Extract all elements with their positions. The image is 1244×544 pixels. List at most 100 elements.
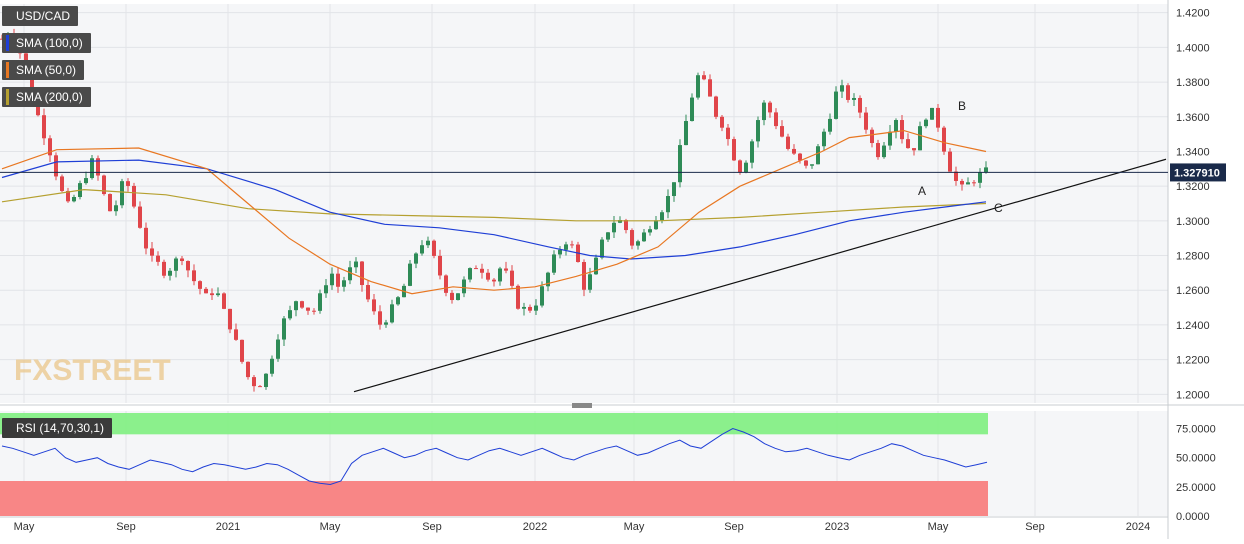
x-tick-label-7: Sep xyxy=(724,521,744,533)
candle-body xyxy=(384,322,388,325)
annotation-B: B xyxy=(958,99,966,113)
x-tick-label-5: 2022 xyxy=(523,521,547,533)
candle-body xyxy=(846,85,850,100)
candle-body xyxy=(306,307,310,311)
y-tick-label-8: 1.2600 xyxy=(1176,285,1210,297)
rsi-overbought-zone xyxy=(0,413,988,435)
candle-body xyxy=(738,160,742,173)
candle-body xyxy=(186,261,190,271)
candle-body xyxy=(912,148,916,151)
legend-sma200[interactable]: SMA (200,0) xyxy=(2,87,91,107)
candle-body xyxy=(60,176,64,191)
symbol-label[interactable]: USD/CAD xyxy=(2,6,79,26)
candle-body xyxy=(726,127,730,140)
x-tick-label-4: Sep xyxy=(422,521,442,533)
candle-body xyxy=(780,126,784,137)
candle-body xyxy=(918,126,922,151)
candle-body xyxy=(756,120,760,142)
candle-body xyxy=(924,119,928,127)
x-tick-label-10: Sep xyxy=(1025,521,1045,533)
candle-body xyxy=(630,230,634,246)
candle-body xyxy=(510,270,514,286)
candle-body xyxy=(132,185,136,207)
candle-body xyxy=(366,285,370,300)
candle-body xyxy=(606,232,610,240)
candle-body xyxy=(876,143,880,158)
candle-body xyxy=(642,232,646,242)
candle-body xyxy=(648,229,652,233)
candle-body xyxy=(270,358,274,374)
candle-body xyxy=(636,241,640,246)
x-tick-label-1: Sep xyxy=(116,521,136,533)
y-tick-label-5: 1.3200 xyxy=(1176,181,1210,193)
candle-body xyxy=(516,285,520,309)
candle-body xyxy=(564,244,568,250)
candle-body xyxy=(168,270,172,276)
candle-body xyxy=(444,275,448,293)
candle-body xyxy=(744,162,748,173)
candle-body xyxy=(948,151,952,172)
legend-rsi-label: RSI (14,70,30,1) xyxy=(16,421,105,435)
candle-body xyxy=(834,91,838,119)
candle-body xyxy=(852,97,856,100)
candle-body xyxy=(324,285,328,294)
rsi-line xyxy=(1,427,988,486)
candle-body xyxy=(972,182,976,184)
candle-body xyxy=(234,329,238,340)
candle-body xyxy=(438,255,442,276)
rsi-y-tick-1: 50.0000 xyxy=(1176,453,1216,465)
candle-body xyxy=(558,249,562,255)
candle-body xyxy=(864,112,868,130)
candle-body xyxy=(432,240,436,256)
candle-body xyxy=(804,160,808,166)
candle-body xyxy=(660,212,664,221)
sma200-line xyxy=(1,188,987,222)
candle-body xyxy=(552,254,556,273)
candle-body xyxy=(960,180,964,185)
candle-body xyxy=(480,268,484,273)
y-tick-label-3: 1.3600 xyxy=(1176,112,1210,124)
x-tick-label-9: May xyxy=(928,521,949,533)
candle-body xyxy=(768,102,772,113)
legend-sma100[interactable]: SMA (100,0) xyxy=(2,33,91,53)
candle-body xyxy=(312,310,316,312)
candle-body xyxy=(228,308,232,330)
y-tick-label-11: 1.2000 xyxy=(1176,389,1210,401)
x-tick-label-6: May xyxy=(624,521,645,533)
legend-sma50[interactable]: SMA (50,0) xyxy=(2,60,85,80)
candle-body xyxy=(816,146,820,165)
candle-body xyxy=(546,272,550,287)
candle-body xyxy=(888,131,892,146)
legend-sma200-label: SMA (200,0) xyxy=(16,90,83,104)
y-tick-label-2: 1.3800 xyxy=(1176,77,1210,89)
candle-body xyxy=(492,279,496,282)
candle-body xyxy=(150,248,154,256)
sma200-swatch xyxy=(6,89,9,105)
candle-body xyxy=(96,158,100,176)
candle-body xyxy=(210,293,214,296)
candle-body xyxy=(474,268,478,270)
candle-body xyxy=(522,306,526,309)
candle-body xyxy=(72,197,76,202)
y-tick-label-10: 1.2200 xyxy=(1176,355,1210,367)
candle-body xyxy=(396,297,400,305)
rsi-y-tick-2: 25.0000 xyxy=(1176,482,1216,494)
x-tick-label-0: May xyxy=(14,521,35,533)
candle-body xyxy=(792,148,796,154)
candle-body xyxy=(264,373,268,388)
candle-body xyxy=(300,301,304,308)
candle-body xyxy=(828,118,832,132)
candle-body xyxy=(702,75,706,80)
candle-body xyxy=(240,339,244,362)
candle-body xyxy=(348,267,352,281)
legend-rsi[interactable]: RSI (14,70,30,1) xyxy=(2,418,113,438)
candle-body xyxy=(666,196,670,213)
candle-body xyxy=(978,172,982,183)
candle-body xyxy=(138,206,142,228)
candle-body xyxy=(882,145,886,158)
candle-body xyxy=(690,97,694,122)
candle-body xyxy=(84,178,88,184)
y-tick-label-7: 1.2800 xyxy=(1176,251,1210,263)
